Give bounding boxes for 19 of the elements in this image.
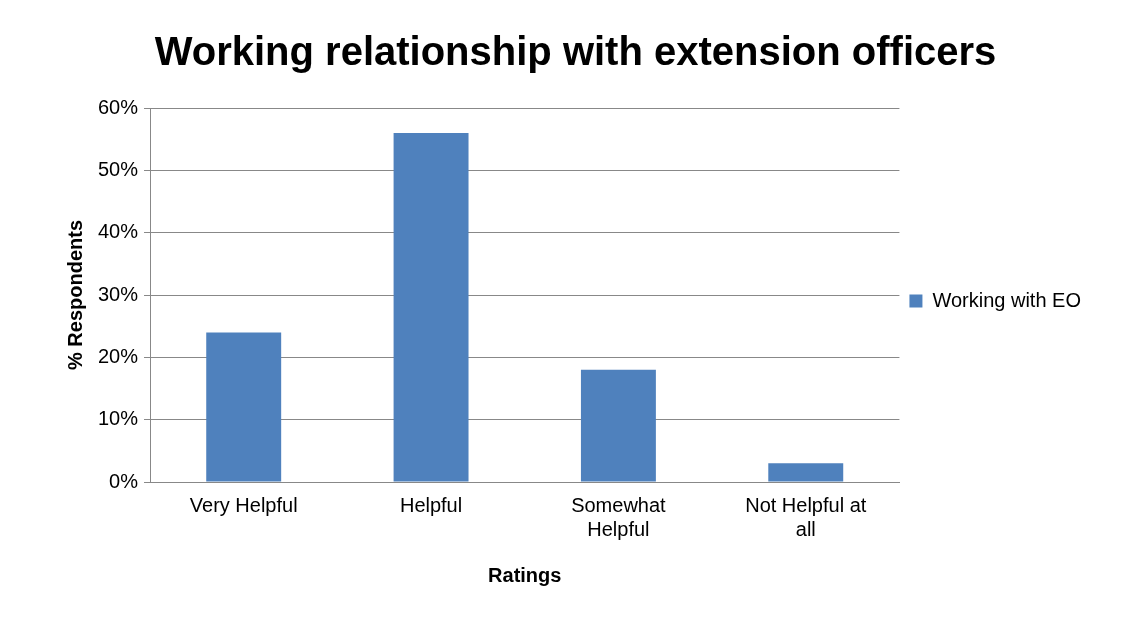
x-tick-label: Very Helpful: [189, 493, 298, 516]
chart-title: Working relationship with extension officers: [154, 29, 997, 74]
x-tick-label: Helpful: [399, 493, 463, 516]
x-tick-label: Not Helpful at all: [745, 493, 867, 540]
y-tick-label: 60%: [98, 95, 139, 118]
y-tick-label: 0%: [109, 469, 139, 492]
bar: [580, 369, 656, 482]
y-tick-label: 40%: [98, 220, 139, 243]
legend-label: Working with EO: [932, 288, 1082, 311]
y-axis-title: % Respondents: [63, 219, 86, 371]
bar: [393, 132, 469, 482]
bar: [768, 463, 844, 482]
y-tick-label: 30%: [98, 282, 139, 305]
x-axis-title: Ratings: [488, 563, 562, 586]
y-tick-label: 20%: [98, 344, 139, 367]
bar: [206, 332, 282, 482]
x-tick-label: Somewhat Helpful: [571, 493, 667, 540]
y-tick-label: 10%: [98, 407, 139, 430]
y-tick-label: 50%: [98, 157, 139, 180]
